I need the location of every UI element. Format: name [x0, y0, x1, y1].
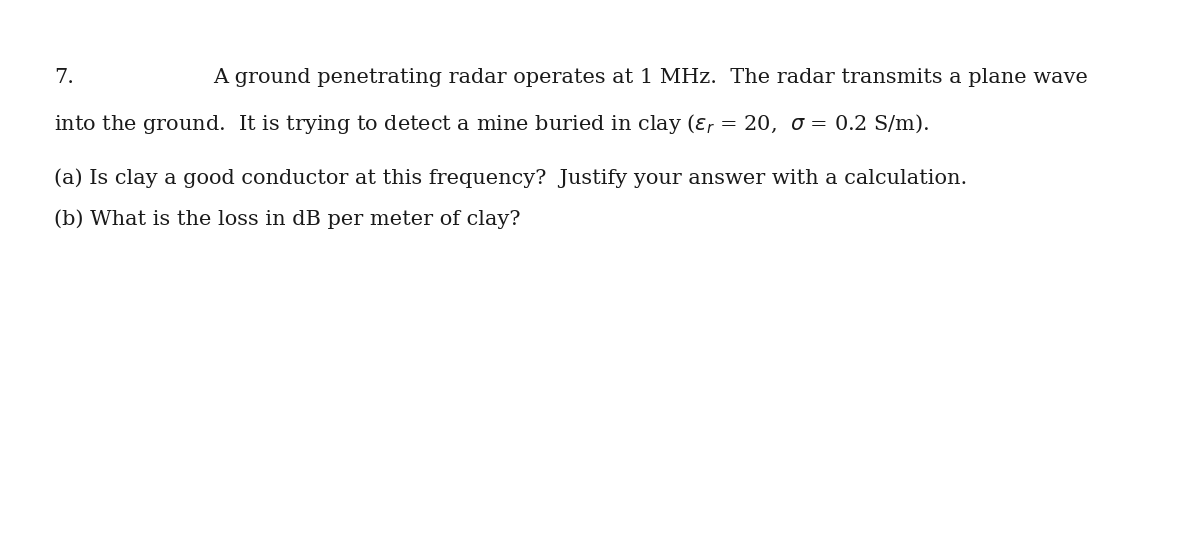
Text: 7.: 7.	[54, 68, 74, 87]
Text: (b) What is the loss in dB per meter of clay?: (b) What is the loss in dB per meter of …	[54, 209, 521, 229]
Text: A ground penetrating radar operates at 1 MHz.  The radar transmits a plane wave: A ground penetrating radar operates at 1…	[214, 68, 1088, 87]
Text: into the ground.  It is trying to detect a mine buried in clay ($\varepsilon_{r}: into the ground. It is trying to detect …	[54, 112, 929, 135]
Text: (a) Is clay a good conductor at this frequency?  Justify your answer with a calc: (a) Is clay a good conductor at this fre…	[54, 169, 967, 188]
